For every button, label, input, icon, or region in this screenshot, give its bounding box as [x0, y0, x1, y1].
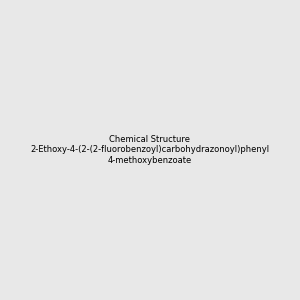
Text: Chemical Structure
2-Ethoxy-4-(2-(2-fluorobenzoyl)carbohydrazonoyl)phenyl 4-meth: Chemical Structure 2-Ethoxy-4-(2-(2-fluo…: [30, 135, 270, 165]
